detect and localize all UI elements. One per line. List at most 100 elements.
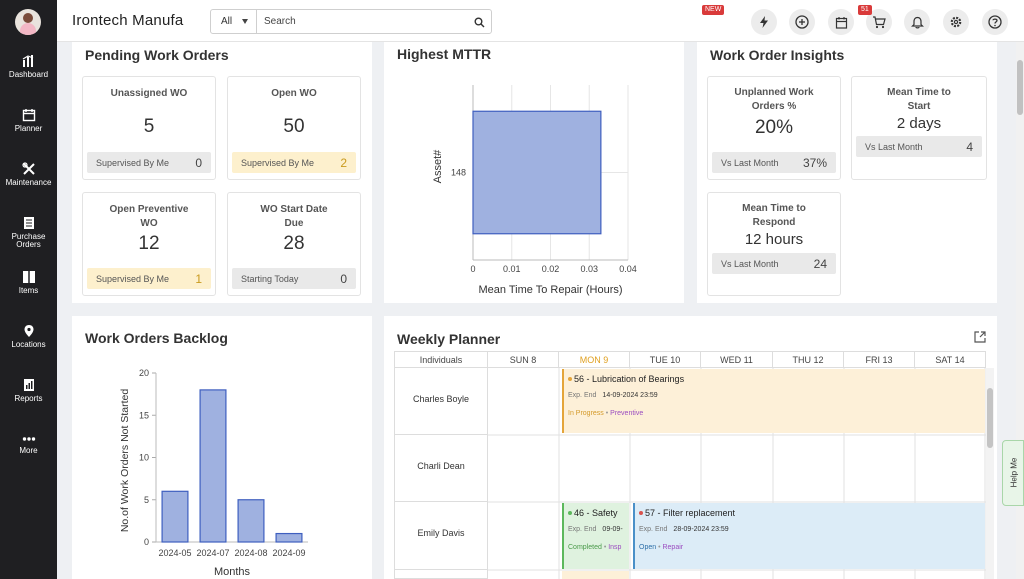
event-exp-end: Exp. End 28-09-2024 23:59 <box>639 526 729 533</box>
y-axis-label: No.of Work Orders Not Started <box>119 389 131 533</box>
sidebar-item-maintenance[interactable]: Maintenance <box>0 162 57 187</box>
sidebar-item-items[interactable]: Items <box>0 270 57 295</box>
more-dots-icon <box>22 437 35 441</box>
sidebar-item-label: More <box>19 446 38 455</box>
kpi-title: Open Preventive WO <box>109 204 189 229</box>
mttr-bar <box>472 110 602 235</box>
kpi-footer-value: 0 <box>195 156 202 170</box>
kpi-footer: Vs Last Month 4 <box>856 136 982 157</box>
calendar-icon[interactable] <box>828 9 854 35</box>
planner-event-46[interactable]: 46 - Safety Exp. End 09-09- Completed • I… <box>562 503 629 569</box>
bell-icon[interactable] <box>904 9 930 35</box>
sidebar-item-planner[interactable]: Planner <box>0 108 57 133</box>
sidebar-item-label: Items <box>18 286 39 295</box>
panel-title: Work Order Insights <box>710 47 845 63</box>
page-scrollbar[interactable] <box>1016 42 1024 579</box>
kpi-mean-time-to-respond[interactable]: Mean Time to Respond 12 hours Vs Last Mon… <box>707 192 841 296</box>
x-tick-label: 2024-09 <box>272 548 305 558</box>
kpi-wo-start-date-due[interactable]: WO Start Date Due 28 Starting Today 0 <box>227 192 361 296</box>
kpi-value: 28 <box>283 233 305 254</box>
search-input[interactable] <box>258 10 463 33</box>
sidebar-item-more[interactable]: More <box>0 434 57 455</box>
planner-col-day: SUN 8 <box>488 351 559 368</box>
maintenance-icon <box>21 162 35 175</box>
x-tick-label: 0 <box>470 264 475 274</box>
dashboard-icon <box>22 55 33 67</box>
y-tick-label: 5 <box>144 495 149 505</box>
backlog-chart: 0 5 10 15 20 2024-05 2024-07 2024-08 2024-09 Mont… <box>119 368 308 578</box>
planner-col-day: THU 12 <box>773 351 844 368</box>
sidebar-item-label: Orders <box>16 240 41 249</box>
search-scope-value: All <box>221 16 233 27</box>
kpi-footer-label: Vs Last Month <box>865 142 923 152</box>
kpi-unplanned-work-orders[interactable]: Unplanned Work Orders % 20% Vs Last Month… <box>707 76 841 180</box>
brand-name: Irontech Manufa <box>72 12 184 29</box>
kpi-mean-time-to-start[interactable]: Mean Time to Start 2 days Vs Last Month 4 <box>851 76 987 180</box>
kpi-footer-value: 4 <box>966 140 973 154</box>
panel-title: Work Orders Backlog <box>85 330 228 346</box>
kpi-footer-label: Starting Today <box>241 274 299 284</box>
x-tick-label: 2024-07 <box>196 548 229 558</box>
kpi-footer-value: 24 <box>813 257 827 271</box>
kpi-footer: Vs Last Month 37% <box>712 152 836 173</box>
help-me-label: Help Me <box>1009 457 1019 488</box>
x-tick-label: 0.03 <box>580 264 598 274</box>
planner-event-56[interactable]: 56 - Lubrication of Bearings Exp. End 14-… <box>562 369 985 433</box>
mttr-chart: 0 0.01 0.02 0.03 0.04 148 Mean Time To Repair … <box>432 85 637 296</box>
help-me-tab[interactable]: Help Me <box>1002 440 1024 506</box>
kpi-title: WO Start Date Due <box>260 204 328 229</box>
sidebar-item-locations[interactable]: Locations <box>0 324 57 349</box>
kpi-footer-value: 2 <box>340 156 347 170</box>
planner-event-partial[interactable] <box>562 571 629 579</box>
sidebar-item-reports[interactable]: Reports <box>0 378 57 403</box>
planner-col-day-today: MON 9 <box>559 351 630 368</box>
planner-col-day: FRI 13 <box>844 351 915 368</box>
sidebar-item-label: Dashboard <box>8 70 49 79</box>
kpi-value: 12 <box>138 233 160 254</box>
status-dot <box>568 377 572 381</box>
kpi-title: Unplanned Work Orders % <box>734 87 814 112</box>
event-status: Completed • Insp <box>568 544 622 551</box>
search-scope-select[interactable]: All <box>211 10 257 33</box>
planner-scrollbar-thumb[interactable] <box>987 388 993 448</box>
user-avatar[interactable] <box>15 9 41 35</box>
location-pin-icon <box>24 325 33 337</box>
event-status: Open • Repair <box>639 544 684 551</box>
lightning-icon[interactable] <box>751 9 777 35</box>
planner-icon <box>22 109 35 122</box>
kpi-open-preventive-wo[interactable]: Open Preventive WO 12 Supervised By Me 1 <box>82 192 216 296</box>
sidebar-item-label: Purchase <box>11 232 46 241</box>
page-scrollbar-thumb[interactable] <box>1017 60 1023 115</box>
kpi-unassigned-wo[interactable]: Unassigned WO 5 Supervised By Me 0 <box>82 76 216 180</box>
highest-mttr-panel: Highest MTTR 0 0.01 0.02 0.03 0.04 148 Mean Ti… <box>384 42 684 303</box>
kpi-value: 50 <box>283 116 305 137</box>
kpi-title: Mean Time to Respond <box>742 203 806 228</box>
x-tick-label: 0.02 <box>542 264 560 274</box>
kpi-value: 5 <box>143 116 155 137</box>
y-tick-label: 0 <box>144 537 149 547</box>
kpi-footer: Vs Last Month 24 <box>712 253 836 274</box>
sidebar-item-label: Locations <box>11 340 46 349</box>
search-icon[interactable] <box>474 15 485 33</box>
sidebar: Dashboard Planner Maintenance Purchase O… <box>0 0 57 579</box>
add-circle-icon[interactable] <box>789 9 815 35</box>
event-exp-end: Exp. End 14-09-2024 23:59 <box>568 392 658 399</box>
planner-row-name: Charles Boyle <box>394 368 488 435</box>
kpi-title: Open WO <box>271 88 317 99</box>
kpi-value: 12 hours <box>744 231 804 248</box>
kpi-open-wo[interactable]: Open WO 50 Supervised By Me 2 <box>227 76 361 180</box>
gear-icon[interactable] <box>943 9 969 35</box>
planner-scrollbar[interactable] <box>986 368 994 579</box>
backlog-bar <box>161 490 189 543</box>
sidebar-item-purchase-orders[interactable]: Purchase Orders <box>0 216 57 249</box>
kpi-footer-label: Supervised By Me <box>96 158 170 168</box>
new-badge: NEW <box>702 5 725 15</box>
expand-icon[interactable] <box>974 330 986 348</box>
y-tick-label: 20 <box>139 368 149 378</box>
help-icon[interactable] <box>982 9 1008 35</box>
sidebar-item-dashboard[interactable]: Dashboard <box>0 54 57 79</box>
planner-event-57[interactable]: 57 - Filter replacement Exp. End 28-09-20… <box>633 503 985 569</box>
kpi-footer-value: 1 <box>195 272 202 286</box>
planner-col-day: SAT 14 <box>915 351 986 368</box>
planner-row-name: Charli Dean <box>394 435 488 502</box>
